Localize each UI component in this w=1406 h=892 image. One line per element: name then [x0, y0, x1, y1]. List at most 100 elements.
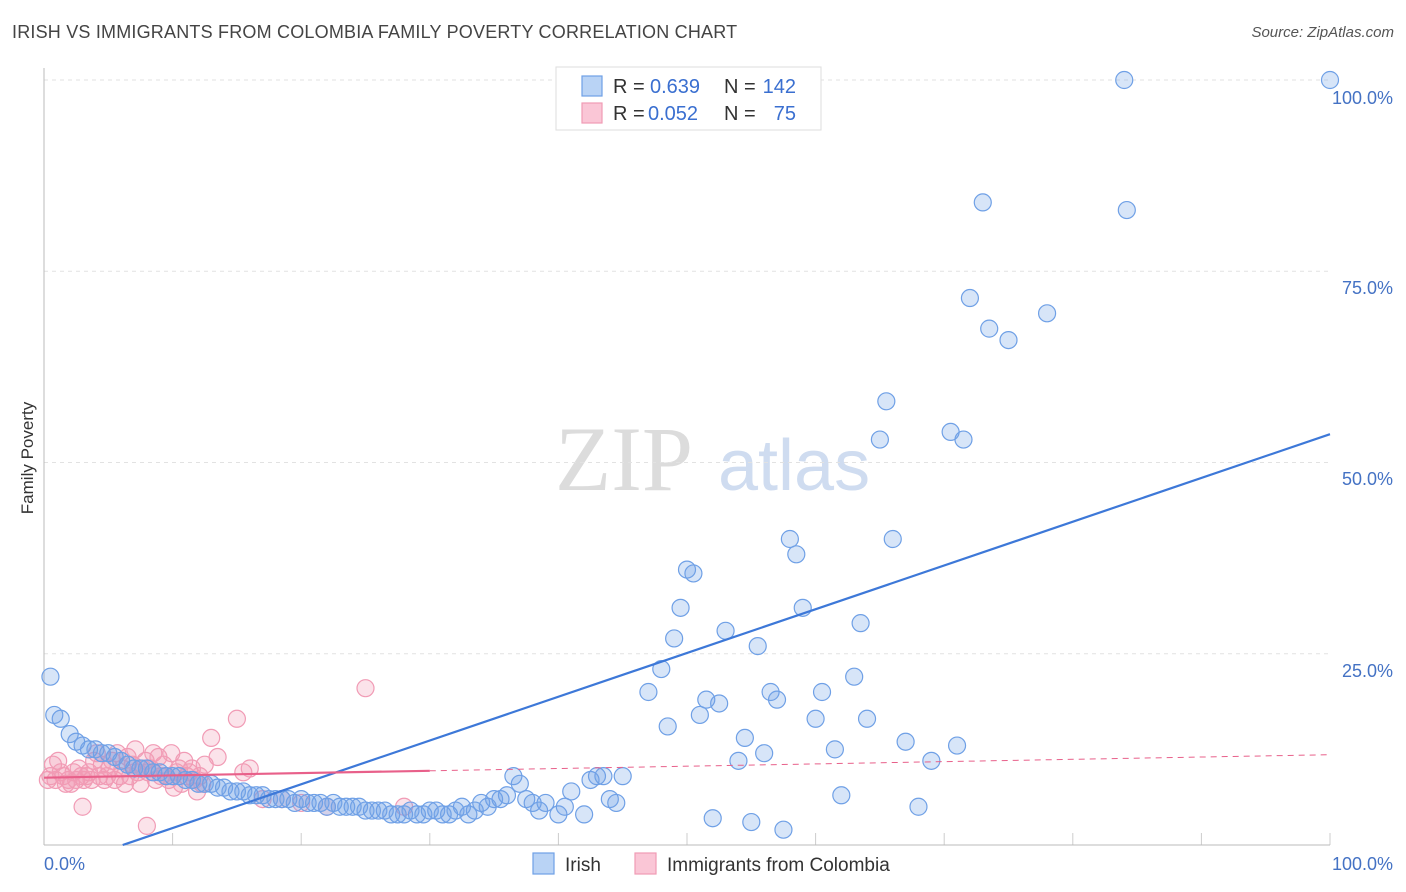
colombia-point-62: [202, 728, 221, 748]
source-label: Source: ZipAtlas.com: [1251, 24, 1394, 41]
irish-point-46: [337, 797, 356, 816]
irish-point-106: [767, 690, 787, 709]
irish-point-71: [497, 786, 517, 805]
x-tick-label-min: 0.0%: [44, 854, 85, 874]
irish-point-103: [748, 636, 767, 656]
irish-point-131: [1037, 304, 1057, 323]
irish-trend-line: [122, 433, 1331, 847]
y-tick-label-100: 100.0%: [1332, 88, 1393, 108]
irish-point-123: [922, 751, 941, 770]
irish-point-115: [845, 667, 864, 686]
irish-point-119: [877, 392, 896, 411]
irish-point-111: [806, 709, 825, 728]
irish-point-80: [562, 782, 581, 801]
irish-point-132: [1115, 70, 1134, 90]
colombia-point-34: [126, 740, 145, 759]
irish-point-50: [362, 801, 382, 820]
trend-lines: [43, 433, 1331, 847]
irish-point-88: [639, 682, 658, 702]
irish-point-130: [999, 331, 1018, 350]
irish-point-116: [851, 614, 870, 633]
legend-irish-r-value: 0.639: [650, 76, 700, 98]
irish-point-81: [575, 805, 594, 824]
irish-point-40: [298, 793, 317, 813]
chart-title: IRISH VS IMMIGRANTS FROM COLOMBIA FAMILY…: [12, 22, 738, 42]
colombia-point-73: [73, 797, 92, 816]
grid: [44, 79, 1331, 845]
irish-point-109: [787, 545, 806, 564]
legend-irish-r-label: R =: [613, 76, 645, 98]
bottom-legend-irish: Irish: [565, 855, 601, 876]
legend-swatch-irish: [581, 75, 603, 97]
bottom-legend-swatch-irish: [532, 852, 555, 875]
irish-point-113: [825, 740, 844, 759]
irish-point-133: [1117, 200, 1136, 220]
irish-points: [41, 70, 1340, 839]
irish-point-120: [883, 529, 902, 549]
watermark-atlas: atlas: [718, 426, 870, 506]
bottom-legend-swatch-colombia: [634, 852, 657, 875]
irish-point-127: [960, 288, 980, 308]
irish-point-100: [729, 751, 748, 770]
irish-point-107: [774, 820, 793, 839]
y-axis-label: Family Poverty: [18, 401, 37, 514]
irish-point-45: [330, 797, 349, 816]
colombia-point-64: [227, 709, 246, 728]
irish-point-128: [973, 193, 992, 212]
irish-point-2: [51, 709, 70, 728]
irish-point-117: [857, 709, 877, 728]
irish-point-121: [896, 732, 915, 751]
irish-point-53: [382, 805, 401, 824]
irish-point-73: [510, 774, 529, 793]
irish-point-77: [536, 793, 555, 813]
legend-irish-n-value: 142: [763, 76, 796, 98]
irish-point-101: [735, 728, 754, 748]
y-tick-label-50: 50.0%: [1342, 469, 1393, 489]
irish-point-87: [613, 767, 632, 786]
irish-point-108: [780, 529, 799, 549]
legend-box: R = 0.639 N = 142 R = 0.052 N = 75: [555, 66, 822, 131]
colombia-point-63: [208, 747, 227, 767]
irish-point-112: [812, 682, 832, 702]
irish-point-122: [909, 797, 928, 816]
irish-point-91: [665, 629, 684, 648]
irish-point-92: [671, 598, 690, 617]
legend-irish-n-label: N =: [724, 76, 756, 98]
irish-point-49: [356, 801, 375, 820]
irish-point-104: [755, 744, 774, 763]
watermark-zip: ZIP: [555, 408, 693, 510]
axes: [43, 68, 1330, 846]
irish-point-129: [980, 319, 999, 338]
y-tick-label-75: 75.0%: [1342, 278, 1393, 298]
legend-colombia-r-label: R =: [613, 103, 645, 125]
irish-point-97: [703, 809, 722, 828]
colombia-point-74: [137, 816, 156, 835]
irish-point-125: [947, 736, 967, 755]
irish-point-28: [221, 782, 240, 801]
irish-point-126: [954, 430, 973, 449]
irish-point-98: [710, 694, 729, 713]
irish-point-134: [1320, 70, 1340, 90]
legend-swatch-colombia: [581, 102, 603, 124]
bottom-legend-colombia: Immigrants from Colombia: [667, 855, 890, 876]
irish-point-90: [658, 717, 677, 736]
irish-point-0: [41, 667, 60, 686]
legend-colombia-r-value: 0.052: [648, 103, 698, 125]
y-tick-label-25: 25.0%: [1342, 661, 1393, 681]
colombia-trend-line-dashed: [429, 754, 1331, 772]
bottom-legend: Irish Immigrants from Colombia: [532, 852, 890, 876]
irish-point-79: [555, 797, 574, 816]
irish-point-95: [690, 705, 709, 725]
legend-colombia-n-label: N =: [724, 103, 756, 125]
colombia-point-66: [240, 759, 259, 778]
irish-point-102: [742, 812, 761, 832]
irish-point-86: [607, 793, 626, 813]
legend-colombia-n-value: 75: [774, 103, 796, 125]
irish-point-94: [684, 564, 703, 583]
irish-point-118: [870, 430, 890, 449]
irish-point-89: [652, 659, 671, 679]
x-tick-label-max: 100.0%: [1332, 854, 1393, 874]
colombia-point-71: [356, 679, 375, 698]
irish-point-84: [594, 767, 613, 786]
